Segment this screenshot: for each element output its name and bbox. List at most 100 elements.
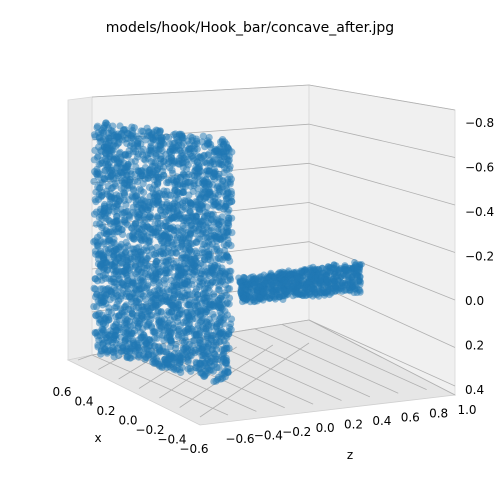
scatter-point (181, 146, 189, 154)
scatter-point (192, 135, 201, 143)
scatter-point (134, 255, 142, 264)
scatter-point (99, 136, 108, 144)
scatter-point (213, 320, 222, 328)
scatter-point (112, 327, 120, 335)
scatter-point (301, 285, 308, 292)
scatter-point (181, 204, 190, 212)
scatter-point (352, 282, 359, 290)
grid-line-x (77, 354, 93, 361)
scatter-point (140, 264, 148, 272)
scatter-point (185, 170, 193, 179)
scatter-point (91, 237, 99, 245)
scatter-point (192, 364, 200, 372)
scatter-point (170, 226, 178, 234)
scatter-point (198, 299, 206, 307)
scatter-point (186, 230, 194, 239)
scatter-point (103, 334, 111, 342)
scatter-point (352, 270, 360, 278)
grid-line-z (308, 319, 456, 387)
scatter-point (183, 165, 191, 173)
scatter-point (155, 343, 163, 351)
scatter-point (217, 278, 225, 286)
scatter-point (137, 186, 145, 195)
scatter-point (119, 209, 127, 217)
z-tick-label: 0.6 (401, 410, 420, 424)
scatter-point (171, 185, 179, 194)
scatter-point (338, 288, 346, 295)
scatter-point (97, 350, 105, 358)
scatter-point (130, 235, 138, 243)
scatter-point (111, 182, 120, 190)
scatter-point (220, 345, 228, 353)
scatter-point (194, 321, 202, 329)
scatter-point (147, 214, 156, 222)
scatter-point (108, 170, 117, 178)
scatter-point (261, 280, 269, 287)
scatter-point (136, 328, 145, 336)
scatter-point (160, 187, 168, 195)
scatter-point (149, 358, 157, 366)
scatter-point (115, 311, 123, 320)
scatter-point (156, 127, 164, 135)
scatter-point (99, 259, 107, 268)
scatter-point (228, 148, 236, 156)
grid-line-vertical-right (308, 202, 456, 253)
scatter-point (136, 295, 144, 303)
scatter-point (184, 286, 192, 294)
scatter-point (100, 124, 108, 132)
scatter-point (102, 209, 110, 218)
scatter-point (98, 215, 106, 223)
scatter-point (174, 141, 182, 149)
scatter-point (119, 280, 127, 288)
scatter-point (124, 134, 132, 143)
scatter-point (267, 269, 275, 277)
scatter-point (95, 191, 103, 199)
x-tick-label: −0.4 (157, 433, 186, 447)
scatter-point (196, 337, 204, 345)
x-tick-label: 0.6 (52, 385, 71, 399)
scatter-point (97, 205, 105, 213)
scatter-point (220, 153, 228, 161)
scatter-point (144, 271, 152, 279)
scatter-point (149, 275, 157, 283)
grid-line-vertical-right (308, 84, 456, 111)
scatter-point (184, 356, 192, 364)
scatter-point (209, 266, 217, 274)
scatter-point (167, 256, 175, 264)
scatter-point (346, 279, 354, 287)
scatter-point (226, 172, 234, 181)
scatter-point (221, 246, 229, 255)
scatter-point (207, 227, 215, 235)
scatter-point (162, 349, 170, 357)
scatter-point (225, 214, 233, 222)
scatter-point (109, 122, 117, 130)
scatter-point (165, 191, 173, 199)
scatter-point (112, 217, 120, 225)
scatter-point (133, 315, 141, 323)
scatter-point (128, 139, 136, 147)
scatter-point (159, 249, 167, 257)
scatter-point (146, 243, 154, 251)
scatter-point (123, 175, 131, 183)
scatter-point (127, 270, 135, 278)
scatter-point (122, 302, 130, 311)
scatter-point (134, 248, 142, 256)
scatter-point (168, 213, 176, 221)
scatter-point (240, 273, 247, 281)
z-tick-label: 0.0 (316, 421, 335, 435)
scatter-point (118, 226, 126, 234)
scatter-point (281, 276, 289, 284)
scatter-point (131, 192, 140, 200)
scatter-point (357, 278, 365, 286)
z-tick-label: 0.8 (429, 407, 448, 421)
scatter-point (180, 171, 188, 179)
scatter-point (292, 268, 300, 276)
scatter-point (191, 247, 199, 255)
vertical-tick-label: −0.2 (465, 250, 494, 264)
scatter-point (165, 134, 173, 142)
scatter-point (224, 276, 232, 284)
scatter-point (121, 311, 129, 319)
scatter-point (317, 289, 324, 296)
scatter-point (206, 366, 214, 374)
scatter-point (154, 196, 162, 204)
